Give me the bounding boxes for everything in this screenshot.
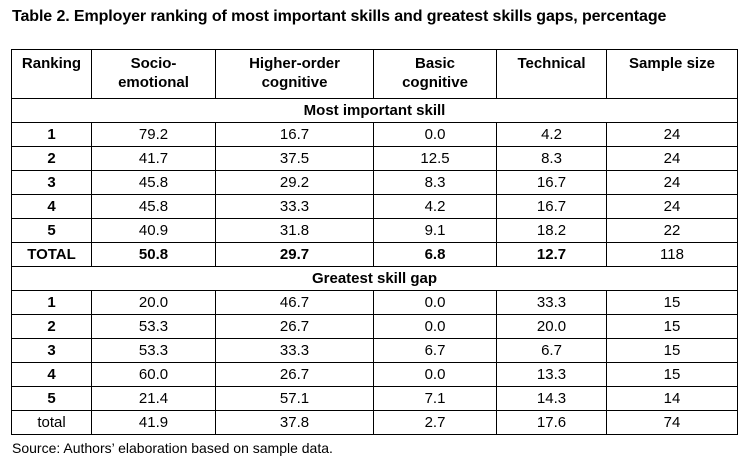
table-caption: Table 2. Employer ranking of most import… [12,8,667,25]
table-row: 3 53.3 33.3 6.7 6.7 15 [11,338,738,363]
table-row: 1 79.2 16.7 0.0 4.2 24 [11,122,738,147]
total-cell: 6.8 [373,242,497,267]
table-row: 3 45.8 29.2 8.3 16.7 24 [11,170,738,195]
row-rank: 3 [11,338,92,363]
row-rank: 5 [11,218,92,243]
table-cell: 15 [606,338,738,363]
total-row: TOTAL 50.8 29.7 6.8 12.7 118 [11,242,738,267]
row-rank: 2 [11,314,92,339]
table-cell: 24 [606,146,738,171]
header-technical: Technical [496,49,607,99]
row-rank: 3 [11,170,92,195]
row-rank: 1 [11,290,92,315]
table-cell: 37.5 [215,146,374,171]
header-ranking: Ranking [11,49,92,99]
header-higher-order-cognitive: Higher-order cognitive [215,49,374,99]
row-rank: 4 [11,362,92,387]
table-row: 1 20.0 46.7 0.0 33.3 15 [11,290,738,315]
table-cell: 53.3 [91,314,216,339]
total-cell: 29.7 [215,242,374,267]
header-basic-cognitive: Basic cognitive [373,49,497,99]
table-cell: 8.3 [496,146,607,171]
table-cell: 57.1 [215,386,374,411]
table-cell: 15 [606,314,738,339]
total-row: total 41.9 37.8 2.7 17.6 74 [11,410,738,435]
table-cell: 9.1 [373,218,497,243]
table-cell: 24 [606,170,738,195]
table-cell: 20.0 [91,290,216,315]
table-cell: 4.2 [496,122,607,147]
table-cell: 31.8 [215,218,374,243]
header-sample-size: Sample size [606,49,738,99]
source-note: Source: Authors’ elaboration based on sa… [12,440,333,456]
total-label: total [11,410,92,435]
table-cell: 16.7 [496,194,607,219]
table-cell: 0.0 [373,290,497,315]
header-row: Ranking Socio-emotional Higher-order cogn… [11,49,738,99]
table-cell: 33.3 [496,290,607,315]
table-cell: 13.3 [496,362,607,387]
table-cell: 8.3 [373,170,497,195]
table-cell: 24 [606,194,738,219]
table-cell: 4.2 [373,194,497,219]
table-cell: 79.2 [91,122,216,147]
table-cell: 29.2 [215,170,374,195]
table-cell: 26.7 [215,362,374,387]
table-cell: 22 [606,218,738,243]
table-cell: 20.0 [496,314,607,339]
table-cell: 45.8 [91,170,216,195]
table-cell: 16.7 [496,170,607,195]
total-cell: 50.8 [91,242,216,267]
skills-table: Ranking Socio-emotional Higher-order cogn… [11,49,738,435]
table-cell: 0.0 [373,122,497,147]
total-cell: 118 [606,242,738,267]
row-rank: 5 [11,386,92,411]
row-rank: 2 [11,146,92,171]
table-row: 2 41.7 37.5 12.5 8.3 24 [11,146,738,171]
total-cell: 74 [606,410,738,435]
table-cell: 15 [606,362,738,387]
table-cell: 18.2 [496,218,607,243]
table-cell: 6.7 [373,338,497,363]
table-row: 2 53.3 26.7 0.0 20.0 15 [11,314,738,339]
table-cell: 33.3 [215,338,374,363]
table-cell: 26.7 [215,314,374,339]
section-title: Most important skill [11,98,738,123]
table-row: 5 40.9 31.8 9.1 18.2 22 [11,218,738,243]
total-cell: 37.8 [215,410,374,435]
table-cell: 0.0 [373,314,497,339]
table-row: 5 21.4 57.1 7.1 14.3 14 [11,386,738,411]
row-rank: 4 [11,194,92,219]
table-cell: 33.3 [215,194,374,219]
table-cell: 7.1 [373,386,497,411]
table-cell: 21.4 [91,386,216,411]
table-row: 4 45.8 33.3 4.2 16.7 24 [11,194,738,219]
table-cell: 45.8 [91,194,216,219]
table-cell: 60.0 [91,362,216,387]
table-cell: 14.3 [496,386,607,411]
table-cell: 0.0 [373,362,497,387]
table-row: 4 60.0 26.7 0.0 13.3 15 [11,362,738,387]
section-title-row: Most important skill [11,98,738,123]
table-cell: 16.7 [215,122,374,147]
table-cell: 40.9 [91,218,216,243]
section-title: Greatest skill gap [11,266,738,291]
total-label: TOTAL [11,242,92,267]
table-cell: 6.7 [496,338,607,363]
table-cell: 14 [606,386,738,411]
table-cell: 15 [606,290,738,315]
table-cell: 41.7 [91,146,216,171]
table-cell: 53.3 [91,338,216,363]
total-cell: 41.9 [91,410,216,435]
total-cell: 12.7 [496,242,607,267]
section-title-row: Greatest skill gap [11,266,738,291]
total-cell: 17.6 [496,410,607,435]
header-socio-emotional: Socio-emotional [91,49,216,99]
total-cell: 2.7 [373,410,497,435]
table-cell: 46.7 [215,290,374,315]
table-cell: 12.5 [373,146,497,171]
table-cell: 24 [606,122,738,147]
row-rank: 1 [11,122,92,147]
